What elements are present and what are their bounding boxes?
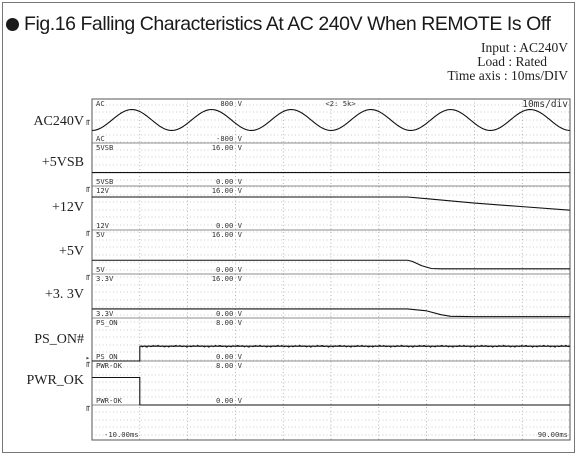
- channel-bottom-value: 0.00 V: [216, 309, 243, 318]
- channel-bottom-tag: 5VSB: [96, 177, 113, 186]
- timebase-label: 10ms/div: [522, 99, 568, 110]
- channel-top-value: 800 V: [220, 99, 242, 108]
- ground-marker-12v: ╓: [85, 183, 90, 193]
- channel-top-value: 8.00 V: [216, 318, 243, 327]
- series-ac240v: [91, 109, 571, 131]
- channel-bottom-value: 0.00 V: [216, 352, 243, 361]
- figure-title: Fig.16 Falling Characteristics At AC 240…: [24, 12, 551, 35]
- channel-label-5vsb: +5VSB: [41, 155, 84, 170]
- series--5v: [92, 259, 570, 270]
- channel-bottom-tag: 3.3V: [96, 309, 114, 318]
- channel-tag: PWR-OK: [96, 361, 123, 370]
- series-ps-on-ripple: [140, 344, 570, 348]
- channel-top-value: 8.00 V: [216, 361, 243, 370]
- channel-label-3v3: +3. 3V: [44, 287, 84, 302]
- channel-bottom-tag: 5V: [96, 265, 105, 274]
- ground-marker-5v: ╓: [85, 227, 90, 237]
- channel-top-value: 16.00 V: [212, 230, 243, 239]
- series--3-3v: [92, 308, 570, 318]
- channel-label-ps-on: PS_ON#: [34, 332, 84, 347]
- ground-marker-3v3: ╓: [85, 271, 90, 281]
- channel-label-ac240v: AC240V: [33, 114, 84, 129]
- channel-bottom-tag: AC: [96, 134, 105, 143]
- x-start-label: -10.00ms: [104, 430, 139, 439]
- channel-top-value: 16.00 V: [212, 274, 243, 283]
- channel-tag: AC: [96, 99, 105, 108]
- channel-bottom-tag: 12V: [96, 221, 110, 230]
- ground-marker-final: ╓: [85, 402, 90, 412]
- channel-tag: 5VSB: [96, 143, 113, 152]
- channel-tag: PS_ON: [96, 318, 118, 327]
- x-end-label: 90.00ms: [538, 430, 568, 439]
- figure-frame: [2, 2, 575, 453]
- channel-top-value: 16.00 V: [212, 186, 243, 195]
- condition-load: Load : Rated: [477, 54, 547, 69]
- series-ps-on-: [92, 345, 570, 362]
- channel-tag: 12V: [96, 186, 110, 195]
- ground-marker-ps-on: ▸: [86, 354, 90, 362]
- series--12v: [92, 196, 571, 211]
- channel-bottom-tag: PS_ON: [96, 352, 118, 361]
- channel-bottom-value: 0.00 V: [216, 221, 243, 230]
- sample-rate-label: <2: 5k>: [325, 99, 356, 108]
- channel-bottom-value: 0.00 V: [216, 177, 243, 186]
- ground-marker-pwr-ok: ╓: [85, 358, 90, 368]
- channel-bottom-value: 0.00 V: [216, 265, 243, 274]
- channel-bottom-value: 0.00 V: [216, 396, 243, 405]
- condition-time-axis: Time axis : 10ms/DIV: [447, 68, 568, 83]
- channel-label-5v: +5V: [58, 244, 84, 259]
- series-pwr-ok: [92, 376, 570, 406]
- ground-marker-ac: ╓: [85, 116, 90, 126]
- channel-label-pwr-ok: PWR_OK: [26, 373, 84, 388]
- channel-bottom-tag: PWR-OK: [96, 396, 123, 405]
- condition-input: Input : AC240V: [480, 40, 568, 55]
- channel-top-value: 16.00 V: [212, 143, 243, 152]
- channel-tag: 3.3V: [96, 274, 114, 283]
- channel-label-12v: +12V: [51, 200, 84, 215]
- bullet-icon: [6, 17, 19, 31]
- channel-bottom-value: -800 V: [216, 134, 243, 143]
- figure-header: Fig.16 Falling Characteristics At AC 240…: [6, 12, 551, 35]
- channel-tag: 5V: [96, 230, 105, 239]
